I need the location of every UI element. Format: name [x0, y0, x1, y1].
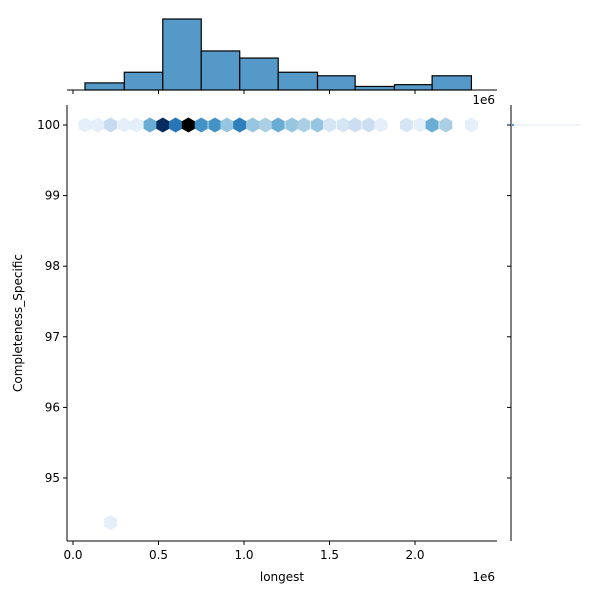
y-tick-label: 100 — [37, 118, 60, 132]
hexbin-cell — [104, 117, 118, 133]
hexbin-cell — [258, 117, 272, 133]
y-axis-ticks: 95 96 97 98 99 100 — [37, 118, 67, 485]
histogram-bar — [239, 57, 279, 91]
hexbin-cell — [362, 117, 376, 133]
top-marginal-histogram — [84, 18, 473, 91]
hexbin-cell — [311, 117, 324, 133]
hexbin-cell — [336, 117, 350, 133]
top-offset-label: 1e6 — [472, 93, 495, 107]
histogram-bar — [162, 18, 202, 91]
hexbin-cell — [400, 117, 413, 133]
hexbin-cell — [194, 117, 208, 133]
y-tick-label: 98 — [45, 259, 60, 273]
right-hist-ticks — [507, 124, 511, 479]
x-tick-label: 0.0 — [63, 548, 82, 562]
hexbin-cell — [78, 117, 92, 133]
hexbin-cell — [297, 117, 311, 133]
hexbin-cell — [169, 117, 183, 133]
hexbin-cell — [233, 117, 247, 133]
y-tick-label: 97 — [45, 330, 60, 344]
hexbin-cell — [129, 117, 143, 133]
top-hist-ticks — [72, 90, 416, 94]
hexbin-cell — [181, 117, 195, 133]
hexbin-cell — [143, 117, 157, 133]
hexbin-cell — [246, 117, 259, 133]
histogram-bar — [84, 82, 125, 91]
hexbin-cells — [78, 117, 478, 530]
histogram-bar — [431, 75, 473, 91]
hexbin-cell — [91, 117, 105, 133]
x-axis-label: longest — [260, 570, 305, 584]
histogram-bar — [200, 50, 241, 91]
hexbin-cell — [348, 117, 362, 133]
right-hist-bar — [511, 124, 581, 126]
y-tick-label: 96 — [45, 400, 60, 414]
hexbin-cell — [464, 117, 478, 133]
hexbin-cell — [156, 117, 170, 133]
histogram-bar — [393, 84, 433, 91]
hexbin-cell — [220, 117, 234, 133]
histogram-bar — [277, 71, 319, 91]
x-tick-label: 1.5 — [320, 548, 339, 562]
histogram-bar — [354, 85, 396, 91]
hexbin-cell — [323, 117, 336, 133]
histogram-bar — [123, 71, 164, 91]
x-axis-ticks: 0.0 0.5 1.0 1.5 2.0 — [63, 541, 425, 562]
x-offset-label: 1e6 — [472, 570, 495, 584]
hexbin-cell — [104, 515, 118, 530]
hexbin-cell — [208, 117, 222, 133]
y-axis-label: Completeness_Specific — [11, 254, 25, 392]
hexbin-cell — [374, 117, 388, 133]
hexbin-cell — [117, 117, 131, 133]
hexbin-cell — [271, 117, 285, 133]
hexbin-cell — [413, 117, 427, 133]
right-hist-bar-edge — [511, 124, 514, 126]
hexbin-cell — [285, 117, 299, 133]
x-tick-label: 0.5 — [149, 548, 168, 562]
x-tick-label: 2.0 — [405, 548, 424, 562]
histogram-bar — [316, 75, 356, 91]
y-tick-label: 99 — [45, 189, 60, 203]
hexbin-cell — [439, 117, 453, 133]
y-tick-label: 95 — [45, 471, 60, 485]
x-tick-label: 1.0 — [234, 548, 253, 562]
hexbin-cell — [425, 117, 439, 133]
